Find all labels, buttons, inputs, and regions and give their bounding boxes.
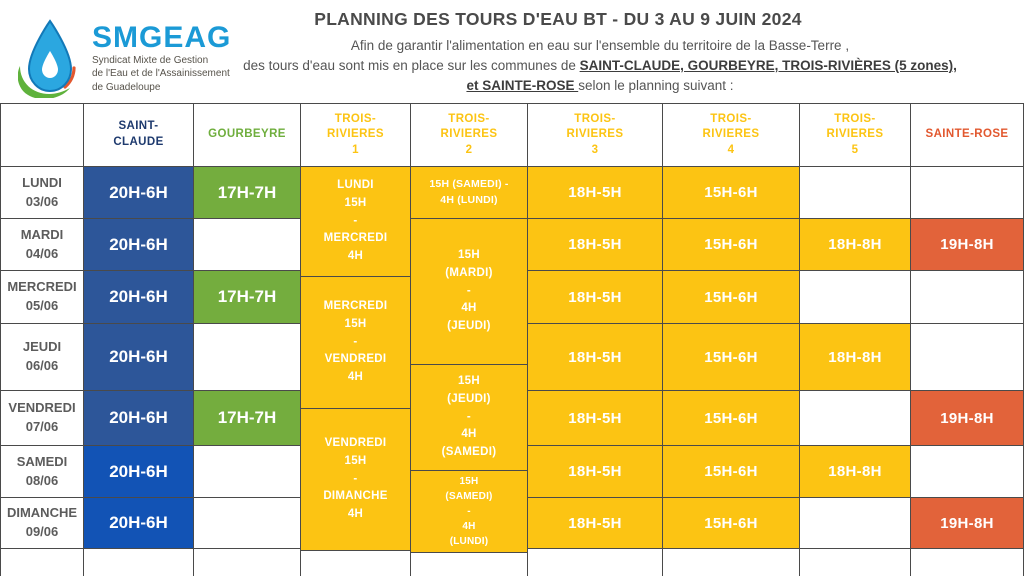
logo-tagline-3: de Guadeloupe xyxy=(92,81,161,93)
day-cell-mardi: MARDI 04/06 xyxy=(0,218,84,271)
cell-gourbeyre-dimanche xyxy=(193,497,301,549)
cell-trois-rivieres-1-block-1: LUNDI 15H - MERCREDI 4H xyxy=(300,166,411,277)
intro-line-2: des tours d'eau sont mis en place sur le… xyxy=(243,58,957,73)
intro-line-1: Afin de garantir l'alimentation en eau s… xyxy=(350,38,850,53)
cell-trois-rivieres-1-empty xyxy=(300,550,411,576)
col-header-trois-rivieres-5: TROIS- RIVIERES 5 xyxy=(799,103,911,167)
water-drop-leaf-icon xyxy=(18,19,76,98)
cell-sainte-rose-jeudi xyxy=(910,323,1024,391)
cell-trois-rivieres-3-jeudi: 18H-5H xyxy=(527,323,663,391)
cell-trois-rivieres-2-block-3: 15H (JEUDI) - 4H (SAMEDI) xyxy=(410,364,528,471)
cell-trois-rivieres-5-samedi: 18H-8H xyxy=(799,445,911,498)
cell-trois-rivieres-2-empty xyxy=(410,552,528,576)
logo-tagline-1: Syndicat Mixte de Gestion xyxy=(92,54,209,66)
cell-trois-rivieres-3-empty xyxy=(527,548,663,576)
day-cell-mercredi: MERCREDI 05/06 xyxy=(0,270,84,324)
cell-trois-rivieres-4-mardi: 15H-6H xyxy=(662,218,800,271)
cell-sainte-rose-samedi xyxy=(910,445,1024,498)
page-title: PLANNING DES TOURS D'EAU BT - DU 3 AU 9 … xyxy=(314,9,802,29)
cell-saint-claude-mardi: 20H-6H xyxy=(83,218,194,271)
cell-gourbeyre-mardi xyxy=(193,218,301,271)
cell-saint-claude-mercredi: 20H-6H xyxy=(83,270,194,324)
cell-trois-rivieres-3-dimanche: 18H-5H xyxy=(527,497,663,549)
col-header-trois-rivieres-3: TROIS- RIVIERES 3 xyxy=(527,103,663,167)
sainte-rose-highlight: et SAINTE-ROSE xyxy=(466,78,579,93)
cell-trois-rivieres-5-mercredi xyxy=(799,270,911,324)
cell-gourbeyre-samedi xyxy=(193,445,301,498)
logo-wordmark: SMGEAG xyxy=(92,21,232,54)
cell-trois-rivieres-4-empty xyxy=(662,548,800,576)
cell-trois-rivieres-4-mercredi: 15H-6H xyxy=(662,270,800,324)
cell-sainte-rose-mardi: 19H-8H xyxy=(910,218,1024,271)
cell-trois-rivieres-5-mardi: 18H-8H xyxy=(799,218,911,271)
day-cell-samedi: SAMEDI 08/06 xyxy=(0,445,84,498)
col-header-sainte-rose: SAINTE-ROSE xyxy=(910,103,1024,167)
day-cell-lundi: LUNDI 03/06 xyxy=(0,166,84,219)
cell-gourbeyre-lundi: 17H-7H xyxy=(193,166,301,219)
cell-saint-claude-dimanche: 20H-6H xyxy=(83,497,194,549)
cell-gourbeyre-jeudi xyxy=(193,323,301,391)
cell-trois-rivieres-4-vendredi: 15H-6H xyxy=(662,390,800,446)
day-cell-vendredi: VENDREDI 07/06 xyxy=(0,390,84,446)
cell-saint-claude-lundi: 20H-6H xyxy=(83,166,194,219)
cell-saint-claude-samedi: 20H-6H xyxy=(83,445,194,498)
smgeag-logo: SMGEAG Syndicat Mixte de Gestion de l'Ea… xyxy=(18,18,231,98)
cell-trois-rivieres-4-dimanche: 15H-6H xyxy=(662,497,800,549)
cell-trois-rivieres-2-block-2: 15H (MARDI) - 4H (JEUDI) xyxy=(410,218,528,365)
day-cell-jeudi: JEUDI 06/06 xyxy=(0,323,84,391)
communes-highlight: SAINT-CLAUDE, GOURBEYRE, TROIS-RIVIÈRES … xyxy=(579,58,957,73)
cell-gourbeyre-vendredi: 17H-7H xyxy=(193,390,301,446)
cell-trois-rivieres-5-jeudi: 18H-8H xyxy=(799,323,911,391)
cell-gourbeyre-mercredi: 17H-7H xyxy=(193,270,301,324)
cell-sainte-rose-empty xyxy=(910,548,1024,576)
cell-trois-rivieres-1-block-3: VENDREDI 15H - DIMANCHE 4H xyxy=(300,408,411,551)
cell-sainte-rose-vendredi: 19H-8H xyxy=(910,390,1024,446)
cell-trois-rivieres-5-empty xyxy=(799,548,911,576)
cell-saint-claude-empty xyxy=(83,548,194,576)
cell-trois-rivieres-5-vendredi xyxy=(799,390,911,446)
corner-cell xyxy=(0,103,84,167)
cell-sainte-rose-dimanche: 19H-8H xyxy=(910,497,1024,549)
day-cell-empty xyxy=(0,548,84,576)
cell-sainte-rose-mercredi xyxy=(910,270,1024,324)
day-cell-dimanche: DIMANCHE 09/06 xyxy=(0,497,84,549)
cell-trois-rivieres-2-block-4: 15H (SAMEDI) - 4H (LUNDI) xyxy=(410,470,528,553)
cell-trois-rivieres-1-block-2: MERCREDI 15H - VENDREDI 4H xyxy=(300,276,411,409)
intro-line-3: et SAINTE-ROSE selon le planning suivant… xyxy=(466,78,734,93)
cell-trois-rivieres-4-jeudi: 15H-6H xyxy=(662,323,800,391)
intro-text: Afin de garantir l'alimentation en eau s… xyxy=(180,36,1020,96)
col-header-trois-rivieres-4: TROIS- RIVIERES 4 xyxy=(662,103,800,167)
cell-trois-rivieres-3-samedi: 18H-5H xyxy=(527,445,663,498)
cell-trois-rivieres-3-vendredi: 18H-5H xyxy=(527,390,663,446)
cell-gourbeyre-empty xyxy=(193,548,301,576)
cell-trois-rivieres-5-lundi xyxy=(799,166,911,219)
cell-trois-rivieres-4-samedi: 15H-6H xyxy=(662,445,800,498)
cell-trois-rivieres-3-lundi: 18H-5H xyxy=(527,166,663,219)
col-header-saint-claude: SAINT- CLAUDE xyxy=(83,103,194,167)
cell-sainte-rose-lundi xyxy=(910,166,1024,219)
planning-table: SAINT- CLAUDE GOURBEYRE TROIS- RIVIERES … xyxy=(0,103,1024,576)
cell-trois-rivieres-5-dimanche xyxy=(799,497,911,549)
cell-saint-claude-vendredi: 20H-6H xyxy=(83,390,194,446)
cell-trois-rivieres-4-lundi: 15H-6H xyxy=(662,166,800,219)
cell-trois-rivieres-2-block-1: 15H (SAMEDI) - 4H (LUNDI) xyxy=(410,166,528,219)
cell-trois-rivieres-3-mardi: 18H-5H xyxy=(527,218,663,271)
cell-saint-claude-jeudi: 20H-6H xyxy=(83,323,194,391)
col-header-trois-rivieres-2: TROIS- RIVIERES 2 xyxy=(410,103,528,167)
col-header-gourbeyre: GOURBEYRE xyxy=(193,103,301,167)
logo-tagline-2: de l'Eau et de l'Assainissement xyxy=(92,68,230,79)
col-header-trois-rivieres-1: TROIS- RIVIERES 1 xyxy=(300,103,411,167)
cell-trois-rivieres-3-mercredi: 18H-5H xyxy=(527,270,663,324)
